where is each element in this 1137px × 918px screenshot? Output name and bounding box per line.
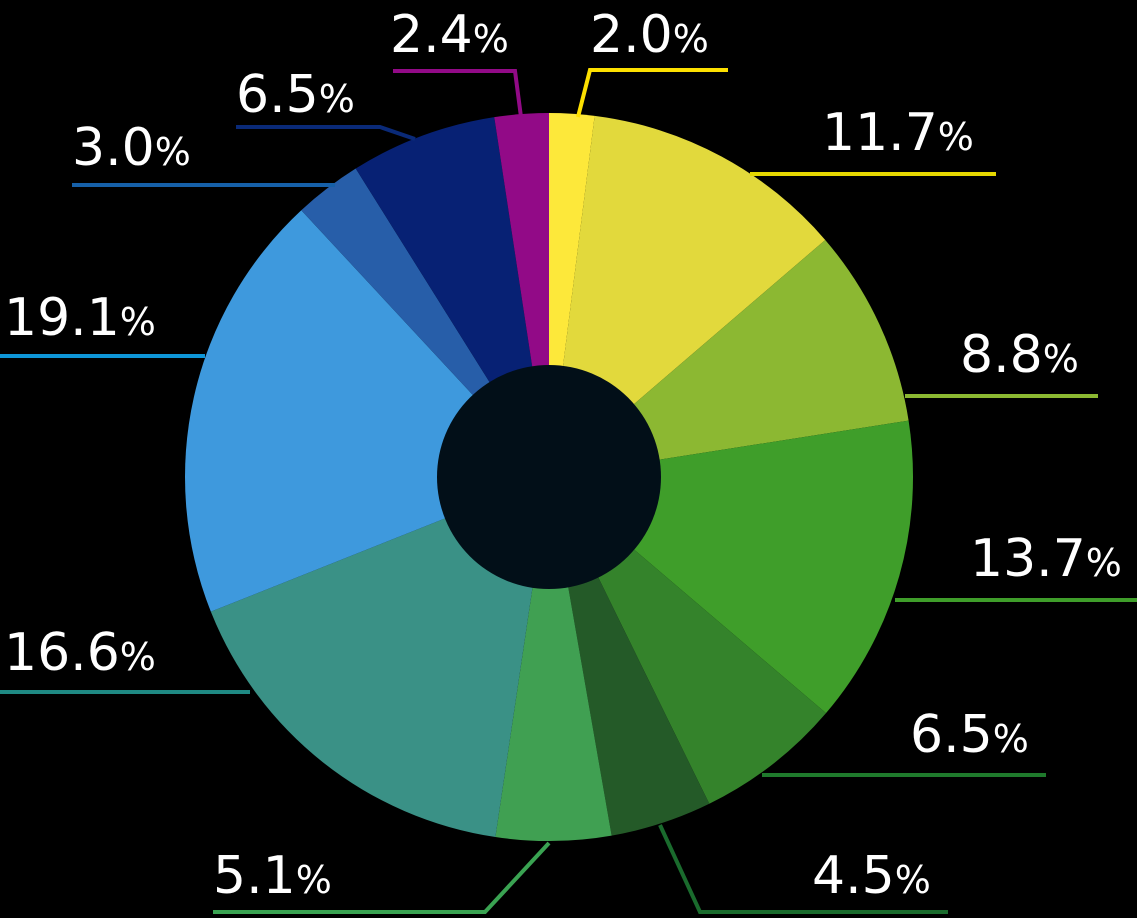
- slice-label: 8.8%: [960, 325, 1079, 385]
- slice-label: 4.5%: [812, 846, 931, 906]
- slice-label: 6.5%: [236, 65, 355, 125]
- donut-hole: [437, 365, 661, 589]
- slice-label: 19.1%: [4, 288, 156, 348]
- pie-slice: [495, 477, 612, 841]
- slice-label: 11.7%: [822, 103, 974, 163]
- slice-label: 6.5%: [910, 705, 1029, 765]
- leader-line: [393, 69, 523, 118]
- slice-label: 2.0%: [590, 5, 709, 65]
- leader-line: [236, 125, 416, 141]
- leader-line: [658, 824, 948, 914]
- slice-label: 5.1%: [213, 846, 332, 906]
- slice-label: 3.0%: [72, 118, 191, 178]
- pie-slice: [210, 477, 550, 838]
- leader-line: [576, 68, 728, 118]
- leader-line: [213, 841, 551, 914]
- slice-label: 2.4%: [390, 5, 509, 65]
- slice-label: 16.6%: [4, 623, 156, 683]
- pie-slice: [549, 115, 826, 478]
- slice-label: 13.7%: [970, 529, 1122, 589]
